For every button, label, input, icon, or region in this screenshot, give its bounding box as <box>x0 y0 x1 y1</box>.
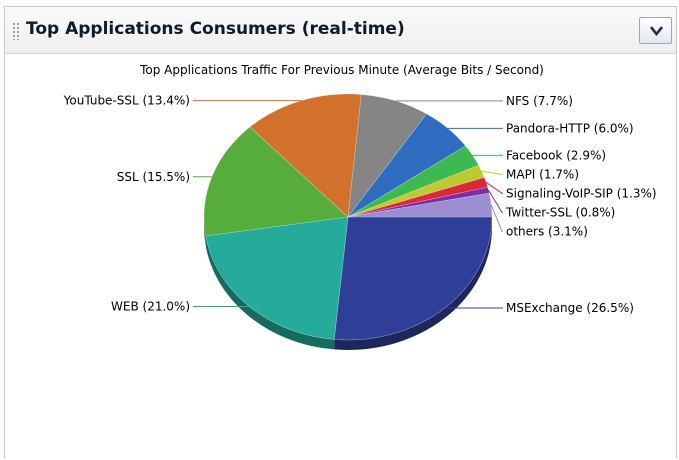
slice-label-msexchange: MSExchange (26.5%) <box>506 301 634 315</box>
drag-handle-icon[interactable] <box>12 22 20 40</box>
slice-label-web: WEB (21.0%) <box>111 299 190 313</box>
widget-menu-button[interactable] <box>639 17 672 44</box>
pie-slices <box>203 93 493 341</box>
top-applications-widget: Top Applications Consumers (real-time) T… <box>4 6 677 458</box>
pie-slice-web[interactable] <box>205 216 349 340</box>
pie-chart: Top Applications Traffic For Previous Mi… <box>63 63 657 350</box>
pie-rim-ssl <box>204 217 206 246</box>
chart-title: Top Applications Traffic For Previous Mi… <box>139 63 544 77</box>
pie-slice-msexchange[interactable] <box>333 216 493 341</box>
pie-slice-youtube-ssl[interactable] <box>249 93 362 218</box>
widget-title: Top Applications Consumers (real-time) <box>26 19 405 39</box>
leader-line-twitter-ssl <box>488 189 503 213</box>
widget-header: Top Applications Consumers (real-time) <box>5 7 676 54</box>
pie-slice-nfs[interactable] <box>347 94 428 219</box>
pie-slice-ssl[interactable] <box>203 126 349 237</box>
chevron-down-icon <box>650 26 663 36</box>
slice-label-signaling-voip-sip: Signaling-VoIP-SIP (1.3%) <box>506 186 657 200</box>
leader-line-mapi <box>481 170 503 175</box>
slice-label-ssl: SSL (15.5%) <box>117 170 190 184</box>
slice-label-mapi: MAPI (1.7%) <box>506 167 579 181</box>
slice-label-youtube-ssl: YouTube-SSL (13.4%) <box>63 94 190 108</box>
slice-label-twitter-ssl: Twitter-SSL (0.8%) <box>505 205 615 219</box>
pie-rim-web <box>205 235 335 350</box>
slice-label-pandora-http: Pandora-HTTP (6.0%) <box>506 121 634 135</box>
pie-labels: NFS (7.7%) Pandora-HTTP (6.0%) Facebook (2… <box>63 94 657 315</box>
leader-line-others <box>490 204 503 232</box>
leader-line-signaling-voip-sip <box>485 181 503 194</box>
pie-depth <box>204 217 492 350</box>
pie-slice-facebook[interactable] <box>347 145 480 218</box>
slice-label-others: others (3.1%) <box>506 224 588 238</box>
pie-slice-mapi[interactable] <box>347 164 485 218</box>
slice-label-facebook: Facebook (2.9%) <box>506 148 606 162</box>
slice-label-nfs: NFS (7.7%) <box>506 94 573 108</box>
